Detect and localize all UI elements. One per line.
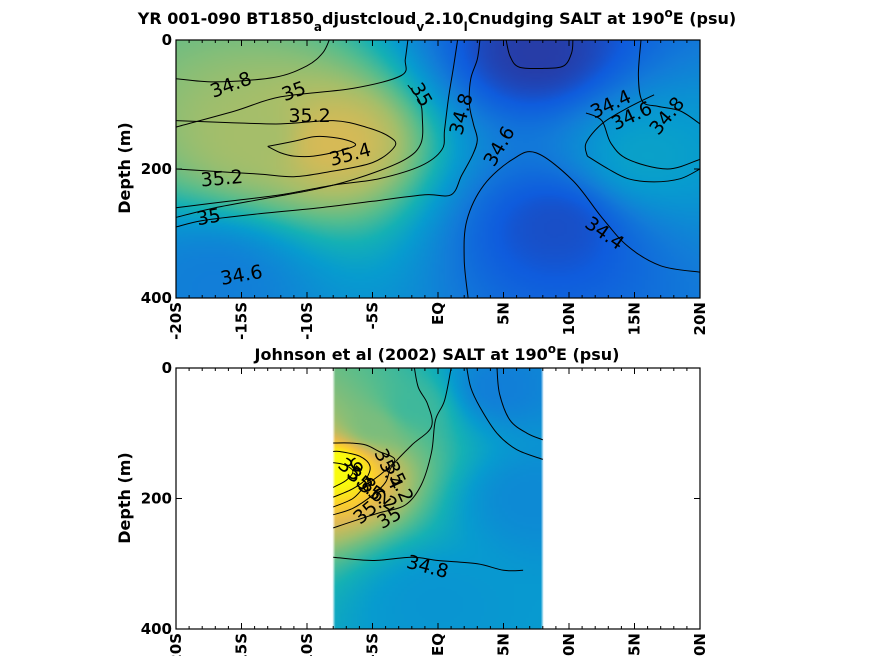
x-tick-label: -20S <box>167 633 185 656</box>
y-tick-label: 0 <box>162 359 172 377</box>
contour-label: 35.2 <box>288 105 330 127</box>
contour-label: 35.2 <box>200 166 244 192</box>
y-tick-label: 200 <box>141 160 172 178</box>
contour-line-34.6 <box>176 40 481 228</box>
x-tick-label: 10N <box>560 633 578 656</box>
observed-salinity-y-ticks: 0 200 400 <box>141 359 700 638</box>
contour-lines <box>176 40 700 298</box>
contour-line-34.4 <box>585 112 700 170</box>
model-salinity-y-axis-label: Depth (m) <box>115 122 134 214</box>
contour-line-34.8 <box>637 40 700 125</box>
x-tick-label: 10N <box>560 302 578 335</box>
contour-line-34.6 <box>584 94 655 157</box>
x-tick-label: -20S <box>167 302 185 340</box>
contour-lines <box>332 368 543 572</box>
contour-line-34.6 <box>496 368 543 441</box>
salinity-field-image <box>176 40 700 298</box>
observed-salinity-title: Johnson et al (2002) SALT at 190oE (psu) <box>254 342 620 364</box>
x-tick-label: 15N <box>626 633 644 656</box>
contour-line-35.4 <box>333 442 396 508</box>
contour-line-35.2 <box>333 368 433 516</box>
y-tick-label: 400 <box>141 289 172 307</box>
contour-line-34.8 <box>176 40 459 209</box>
x-tick-label: -15S <box>233 302 251 340</box>
contour-line-35.2 <box>176 120 397 178</box>
contour-line-34.8 <box>176 40 330 83</box>
y-tick-label: 200 <box>141 490 172 508</box>
x-tick-label: -10S <box>298 302 316 340</box>
contour-line-34.4 <box>505 40 574 70</box>
contour-line-35.8 <box>332 462 354 488</box>
y-tick-label: 0 <box>162 31 172 49</box>
x-tick-label: 20N <box>691 302 709 335</box>
contour-line-35 <box>333 368 452 529</box>
x-tick-label: -10S <box>298 633 316 656</box>
contour-line-35.6 <box>333 450 371 498</box>
x-tick-label: 20N <box>691 633 709 656</box>
salinity-field-image <box>176 368 700 629</box>
model-salinity-panel: YR 001-090 BT1850adjustcloudv2.10lCnudgi… <box>115 6 736 340</box>
y-tick-label: 400 <box>141 620 172 638</box>
x-tick-label: -15S <box>233 633 251 656</box>
contour-line-35 <box>176 84 424 218</box>
contour-label: 35 <box>195 204 223 230</box>
contour-line-34.6 <box>587 155 700 183</box>
x-tick-label: 15N <box>626 302 644 335</box>
x-tick-label: -5S <box>364 633 382 656</box>
observed-salinity-y-axis-label: Depth (m) <box>115 452 134 544</box>
contour-line-35 <box>176 40 409 128</box>
model-salinity-title: YR 001-090 BT1850adjustcloudv2.10lCnudgi… <box>137 6 736 34</box>
x-tick-label: 5N <box>495 633 513 656</box>
model-salinity-x-ticks: -20S -15S -10S -5S EQ 5N 10N 15N 20N <box>167 302 709 340</box>
contour-line-34.4 <box>463 151 700 298</box>
x-tick-label: EQ <box>429 633 447 656</box>
x-tick-label: -5S <box>364 302 382 329</box>
contour-line-34.6 <box>466 368 543 460</box>
x-tick-label: EQ <box>429 302 447 325</box>
observed-salinity-x-ticks: -20S -15S -10S -5S EQ 5N 10N 15N 20N <box>167 633 709 656</box>
observed-salinity-panel: Johnson et al (2002) SALT at 190oE (psu)… <box>115 342 709 656</box>
contour-line-34.8 <box>333 556 524 572</box>
model-salinity-y-ticks: 0 200 400 <box>141 31 700 307</box>
x-tick-label: 5N <box>495 302 513 325</box>
contour-line-35.4 <box>267 135 357 158</box>
